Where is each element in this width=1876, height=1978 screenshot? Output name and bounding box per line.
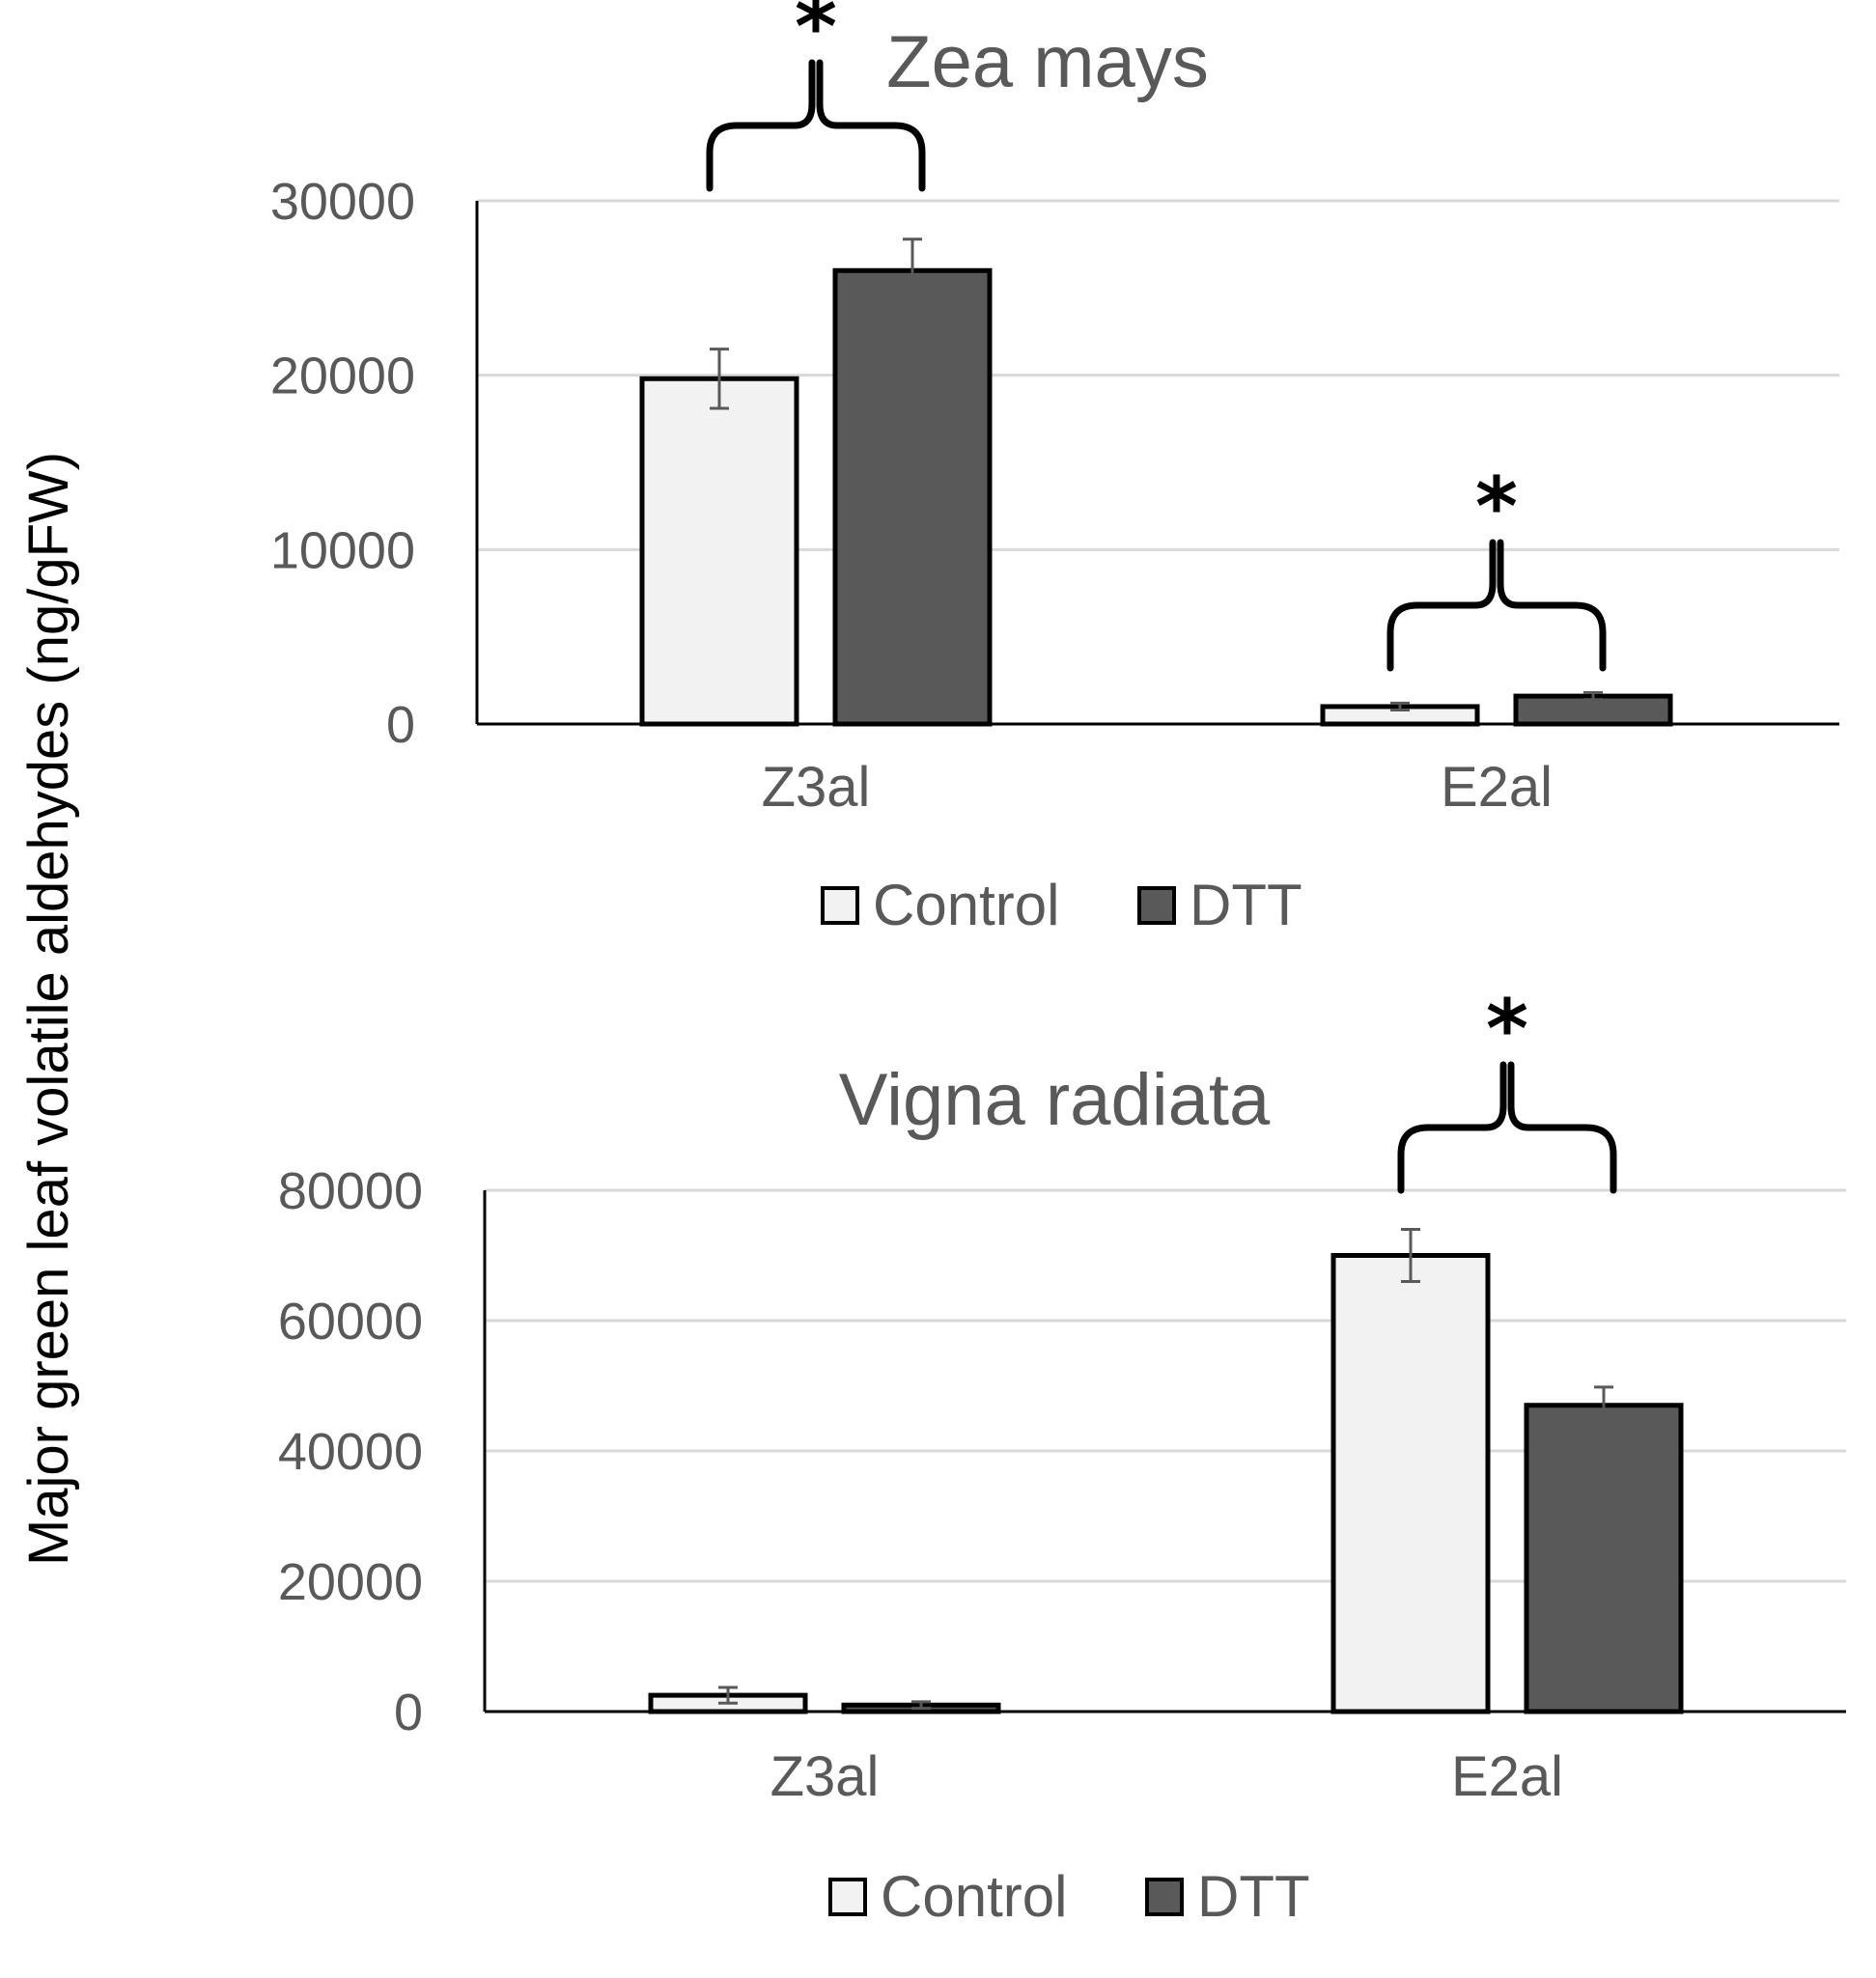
legend-swatch-control (821, 886, 859, 925)
legend-swatch-control (828, 1878, 867, 1916)
bar-dtt-e2al (1524, 1403, 1684, 1714)
y-tick-label: 0 (394, 1684, 423, 1741)
significance-star: * (1486, 982, 1528, 1076)
legend-label-control: Control (881, 1864, 1067, 1929)
legend-label-control: Control (873, 873, 1059, 937)
legend-swatch-dtt (1137, 886, 1176, 925)
chart-title: Vigna radiata (839, 1059, 1271, 1141)
significance-brace (1386, 539, 1607, 672)
x-tick-label: E2al (1441, 756, 1553, 819)
y-tick-label: 80000 (278, 1162, 423, 1220)
bar-control-z3al (639, 376, 799, 727)
chart-zea-mays: Zea mays 0 10000 20000 30000 Z3al E2al * * Contro… (270, 0, 1839, 937)
y-tick-label: 30000 (270, 173, 415, 231)
x-tick-label: E2al (1451, 1745, 1563, 1808)
chart-title: Zea mays (886, 21, 1209, 103)
y-tick-label: 20000 (278, 1553, 423, 1611)
significance-brace (706, 59, 926, 192)
y-tick-label: 0 (386, 696, 415, 754)
y-tick-label: 60000 (278, 1293, 423, 1351)
y-tick-label: 40000 (278, 1423, 423, 1481)
bar-control-e2al (1330, 1253, 1491, 1714)
x-tick-label: Z3al (770, 1745, 880, 1808)
x-tick-label: Z3al (762, 756, 871, 819)
significance-brace (1397, 1061, 1617, 1194)
significance-star: * (1475, 460, 1518, 554)
y-axis-label: Major green leaf volatile aldehydes (ng/… (17, 452, 80, 1566)
chart-vigna-radiata: Vigna radiata 0 20000 40000 60000 80000 Z3al E2… (278, 982, 1846, 1929)
bar-dtt-z3al (832, 267, 993, 727)
y-tick-label: 20000 (270, 348, 415, 405)
legend-label-dtt: DTT (1190, 873, 1302, 937)
legend-swatch-dtt (1145, 1878, 1184, 1916)
legend-label-dtt: DTT (1197, 1864, 1310, 1929)
y-tick-label: 10000 (270, 521, 415, 579)
significance-star: * (795, 0, 837, 74)
